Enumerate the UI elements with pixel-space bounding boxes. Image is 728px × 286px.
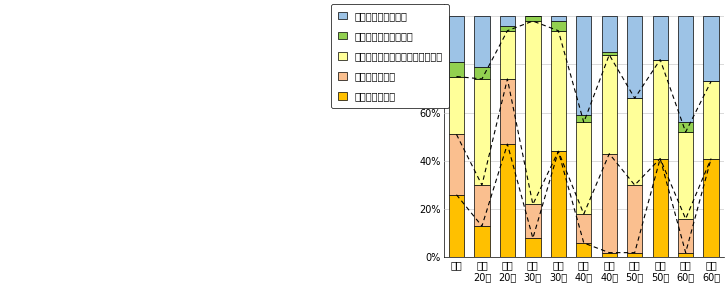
Bar [627, 16, 642, 98]
Bar [449, 77, 464, 134]
Bar [475, 16, 490, 67]
Bar [627, 185, 642, 253]
Bar [601, 52, 617, 55]
Bar [576, 214, 591, 243]
Bar [525, 16, 540, 21]
Bar [703, 16, 719, 81]
Bar [576, 243, 591, 257]
Bar [576, 122, 591, 214]
Bar [576, 16, 591, 115]
Bar [550, 16, 566, 21]
Bar [499, 31, 515, 79]
Bar [652, 16, 668, 60]
Bar [475, 185, 490, 226]
Bar [449, 195, 464, 257]
Bar [525, 21, 540, 204]
Bar [703, 158, 719, 257]
Bar [449, 62, 464, 77]
Bar [499, 144, 515, 257]
Bar [499, 16, 515, 26]
Bar [678, 253, 693, 257]
Bar [652, 158, 668, 257]
Bar [678, 16, 693, 122]
Bar [550, 21, 566, 31]
Bar [550, 31, 566, 151]
Bar [678, 122, 693, 132]
Bar [601, 55, 617, 154]
Bar [601, 16, 617, 52]
Bar [678, 219, 693, 253]
Bar [703, 81, 719, 158]
Bar [449, 134, 464, 195]
Bar [475, 226, 490, 257]
Bar [601, 154, 617, 253]
Bar [499, 79, 515, 144]
Legend: 全く利用したくない, あまり利用したくない, どちらともいえない・わからない, まあ利用したい, ぜひ利用したい: 全く利用したくない, あまり利用したくない, どちらともいえない・わからない, … [331, 4, 449, 108]
Bar [550, 151, 566, 257]
Bar [601, 253, 617, 257]
Bar [475, 67, 490, 79]
Bar [678, 132, 693, 219]
Bar [475, 79, 490, 185]
Bar [627, 98, 642, 185]
Bar [652, 60, 668, 158]
Bar [525, 204, 540, 238]
Bar [627, 253, 642, 257]
Bar [449, 16, 464, 62]
Bar [499, 26, 515, 31]
Bar [576, 115, 591, 122]
Bar [525, 238, 540, 257]
